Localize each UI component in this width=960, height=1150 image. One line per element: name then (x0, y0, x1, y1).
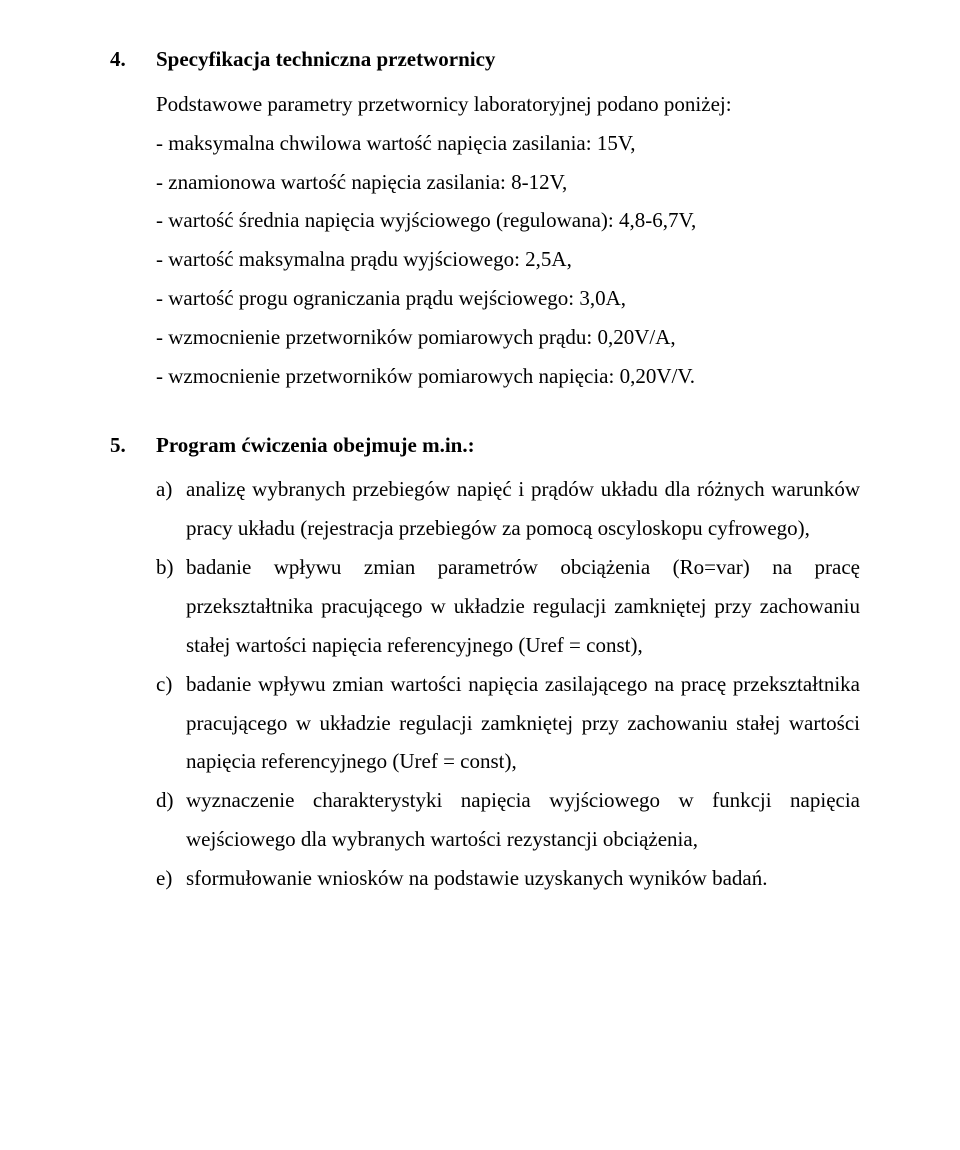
item-text: badanie wpływu zmian parametrów obciążen… (186, 548, 860, 665)
item-letter: b) (156, 548, 186, 665)
section-gap (110, 396, 860, 426)
item-text: sformułowanie wniosków na podstawie uzys… (186, 859, 860, 898)
section-4-title: Specyfikacja techniczna przetwornicy (156, 40, 495, 79)
section-5-item: b) badanie wpływu zmian parametrów obcią… (156, 548, 860, 665)
item-letter: a) (156, 470, 186, 548)
section-4-bullets: maksymalna chwilowa wartość napięcia zas… (110, 124, 860, 396)
section-5-title: Program ćwiczenia obejmuje m.in.: (156, 426, 475, 465)
section-4-bullet: wzmocnienie przetworników pomiarowych pr… (156, 318, 860, 357)
section-5-list: a) analizę wybranych przebiegów napięć i… (110, 470, 860, 897)
item-letter: e) (156, 859, 186, 898)
item-text: wyznaczenie charakterystyki napięcia wyj… (186, 781, 860, 859)
section-4-bullet: wzmocnienie przetworników pomiarowych na… (156, 357, 860, 396)
item-text: analizę wybranych przebiegów napięć i pr… (186, 470, 860, 548)
section-4-bullet: wartość progu ograniczania prądu wejścio… (156, 279, 860, 318)
section-4-number: 4. (110, 40, 156, 79)
section-5-item: e) sformułowanie wniosków na podstawie u… (156, 859, 860, 898)
section-5-item: d) wyznaczenie charakterystyki napięcia … (156, 781, 860, 859)
item-letter: d) (156, 781, 186, 859)
section-5-heading: 5. Program ćwiczenia obejmuje m.in.: (110, 426, 860, 465)
section-5-item: c) badanie wpływu zmian wartości napięci… (156, 665, 860, 782)
section-4-bullet: znamionowa wartość napięcia zasilania: 8… (156, 163, 860, 202)
section-5-number: 5. (110, 426, 156, 465)
item-text: badanie wpływu zmian wartości napięcia z… (186, 665, 860, 782)
section-4-bullet: wartość maksymalna prądu wyjściowego: 2,… (156, 240, 860, 279)
section-4-bullet: wartość średnia napięcia wyjściowego (re… (156, 201, 860, 240)
section-5-item: a) analizę wybranych przebiegów napięć i… (156, 470, 860, 548)
document-page: 4. Specyfikacja techniczna przetwornicy … (0, 0, 960, 1150)
section-4-heading: 4. Specyfikacja techniczna przetwornicy (110, 40, 860, 79)
item-letter: c) (156, 665, 186, 782)
section-4-bullet: maksymalna chwilowa wartość napięcia zas… (156, 124, 860, 163)
section-4-intro: Podstawowe parametry przetwornicy labora… (110, 85, 860, 124)
